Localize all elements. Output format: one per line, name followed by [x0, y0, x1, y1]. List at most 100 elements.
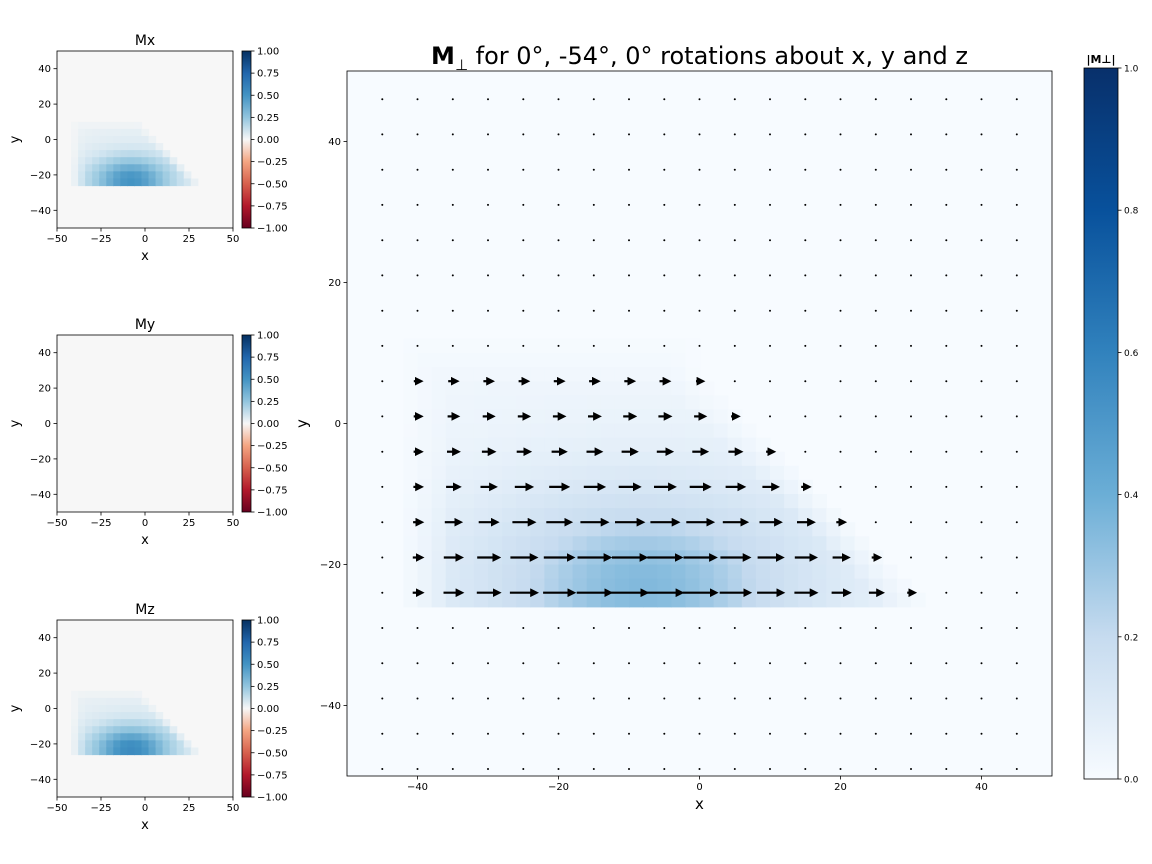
quiver-arrow	[839, 768, 842, 770]
quiver-arrow	[874, 485, 877, 488]
field-cell	[120, 164, 128, 172]
quiver-arrow	[557, 344, 560, 347]
field-cell	[403, 423, 419, 439]
field-cell	[614, 522, 630, 537]
field-cell	[741, 423, 757, 439]
quiver-arrow	[522, 768, 525, 770]
panel-mperp: −40 −20 0 20 40 −40 −20 0 20 40 x y M⊥ for 0°, -54°,…	[293, 42, 1139, 813]
quiver-arrow	[381, 627, 384, 629]
quiver-arrow	[487, 768, 489, 770]
quiver-arrow	[769, 133, 771, 136]
field-cell	[657, 395, 672, 410]
field-cell	[71, 171, 79, 180]
field-cell	[162, 178, 171, 187]
colorbar-gradient	[241, 334, 252, 513]
field-cell	[71, 157, 79, 165]
field-cell	[162, 726, 171, 734]
field-cell	[643, 409, 658, 425]
field-cell	[183, 747, 192, 756]
field-cell	[113, 726, 121, 734]
field-cell	[854, 550, 870, 566]
quiver-arrow	[945, 485, 948, 488]
quiver-arrow	[416, 239, 419, 242]
quiver-arrow	[557, 203, 560, 206]
plot-background	[57, 335, 233, 512]
quiver-arrow	[733, 344, 736, 347]
field-cell	[106, 712, 114, 720]
quiver-arrow	[451, 309, 454, 312]
field-cell	[127, 121, 136, 130]
field-cell	[113, 712, 121, 720]
quiver-arrow	[769, 732, 771, 735]
field-cell	[770, 578, 785, 594]
field-cell	[755, 522, 771, 537]
field-cell	[431, 437, 447, 453]
quiver-arrow	[874, 415, 877, 418]
field-cell	[629, 451, 644, 467]
field-cell	[600, 437, 616, 453]
field-cell	[113, 150, 121, 158]
quiver-arrow	[839, 380, 842, 383]
field-cell	[671, 592, 686, 608]
field-cell	[417, 522, 433, 537]
field-cell	[169, 733, 178, 741]
field-cell	[600, 508, 616, 523]
field-cell	[685, 564, 701, 580]
field-cell	[148, 135, 157, 144]
field-cell	[127, 719, 136, 727]
field-cell	[558, 578, 574, 594]
field-cell	[155, 157, 164, 165]
field-cell	[741, 508, 757, 523]
field-cell	[516, 465, 531, 481]
quiver-arrow	[416, 662, 419, 665]
quiver-arrow	[980, 274, 983, 277]
chart-title: M⊥ for 0°, -54°, 0° rotations about x, y…	[431, 42, 968, 74]
field-cell	[586, 536, 602, 551]
quiver-arrow	[804, 344, 807, 347]
field-image	[71, 121, 199, 187]
quiver-arrow	[451, 627, 454, 629]
field-cell	[459, 508, 475, 523]
field-cell	[643, 338, 658, 354]
field-cell	[162, 733, 171, 741]
field-cell	[502, 479, 517, 495]
x-tick-label: −25	[90, 234, 111, 245]
field-cell	[71, 697, 79, 706]
quiver-arrow	[628, 239, 630, 242]
field-cell	[685, 522, 701, 537]
field-cell	[600, 395, 616, 410]
field-cell	[544, 451, 560, 467]
quiver-arrow	[592, 168, 595, 171]
field-cell	[445, 522, 461, 537]
quiver-arrow	[487, 662, 489, 665]
field-cell	[78, 150, 86, 158]
field-cell	[113, 697, 121, 706]
field-cell	[99, 747, 107, 756]
field-cell	[99, 690, 107, 699]
colorbar-tick-label: −0.50	[257, 463, 288, 474]
y-tick-label: −20	[30, 739, 51, 750]
quiver-arrow	[487, 98, 489, 101]
field-cell	[162, 150, 171, 158]
field-cell	[459, 451, 475, 467]
field-cell	[148, 747, 157, 756]
field-cell	[812, 592, 827, 608]
quiver-arrow	[804, 627, 807, 629]
x-tick-label: 40	[975, 782, 988, 793]
field-cell	[544, 578, 560, 594]
quiver-arrow	[980, 203, 983, 206]
field-cell	[685, 395, 701, 410]
field-cell	[586, 522, 602, 537]
field-cell	[770, 494, 785, 509]
field-cell	[699, 564, 715, 580]
field-cell	[78, 171, 86, 180]
colorbar-tick-label: −0.75	[257, 485, 288, 496]
quiver-arrow	[522, 309, 525, 312]
quiver-arrow	[663, 344, 666, 347]
quiver-arrow	[804, 450, 807, 453]
field-cell	[558, 508, 574, 523]
field-cell	[431, 465, 447, 481]
y-tick-label: 20	[328, 278, 341, 289]
field-cell	[459, 592, 475, 608]
field-cell	[431, 479, 447, 495]
